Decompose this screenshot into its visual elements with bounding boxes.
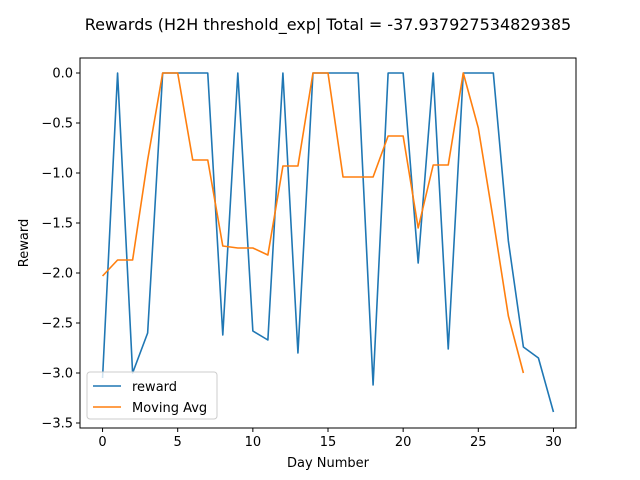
axis-ticks: 0 5 10 15 20 25 30 0.0 −0.5 −1.0 −1.5 −2.0 −2.5 −3.0 −…: [41, 67, 561, 451]
y-tick-label: 0.0: [52, 67, 73, 82]
legend-label-moving-avg: Moving Avg: [132, 401, 207, 416]
x-axis-label: Day Number: [287, 456, 370, 471]
x-tick-label: 30: [545, 435, 562, 450]
series-line-reward: [101, 72, 555, 413]
legend: reward Moving Avg: [86, 371, 218, 420]
chart-title: Rewards (H2H threshold_exp| Total = -37.…: [85, 15, 571, 35]
y-tick-label: −3.0: [41, 367, 73, 382]
x-tick-label: 25: [470, 435, 487, 450]
x-tick-label: 0: [98, 435, 106, 450]
series-line-moving-avg: [101, 72, 525, 374]
y-tick-label: −1.0: [41, 167, 73, 182]
y-tick-label: −3.5: [41, 417, 73, 432]
y-tick-label: −2.5: [41, 317, 73, 332]
legend-label-reward: reward: [132, 380, 177, 395]
x-tick-label: 5: [174, 435, 182, 450]
series-lines: [101, 72, 555, 413]
y-tick-label: −1.5: [41, 217, 73, 232]
plot-frame: [79, 57, 577, 429]
x-tick-label: 10: [245, 435, 262, 450]
x-tick-label: 15: [320, 435, 337, 450]
y-axis-label: Reward: [17, 219, 32, 267]
x-tick-label: 20: [395, 435, 412, 450]
y-tick-label: −0.5: [41, 117, 73, 132]
y-tick-label: −2.0: [41, 267, 73, 282]
